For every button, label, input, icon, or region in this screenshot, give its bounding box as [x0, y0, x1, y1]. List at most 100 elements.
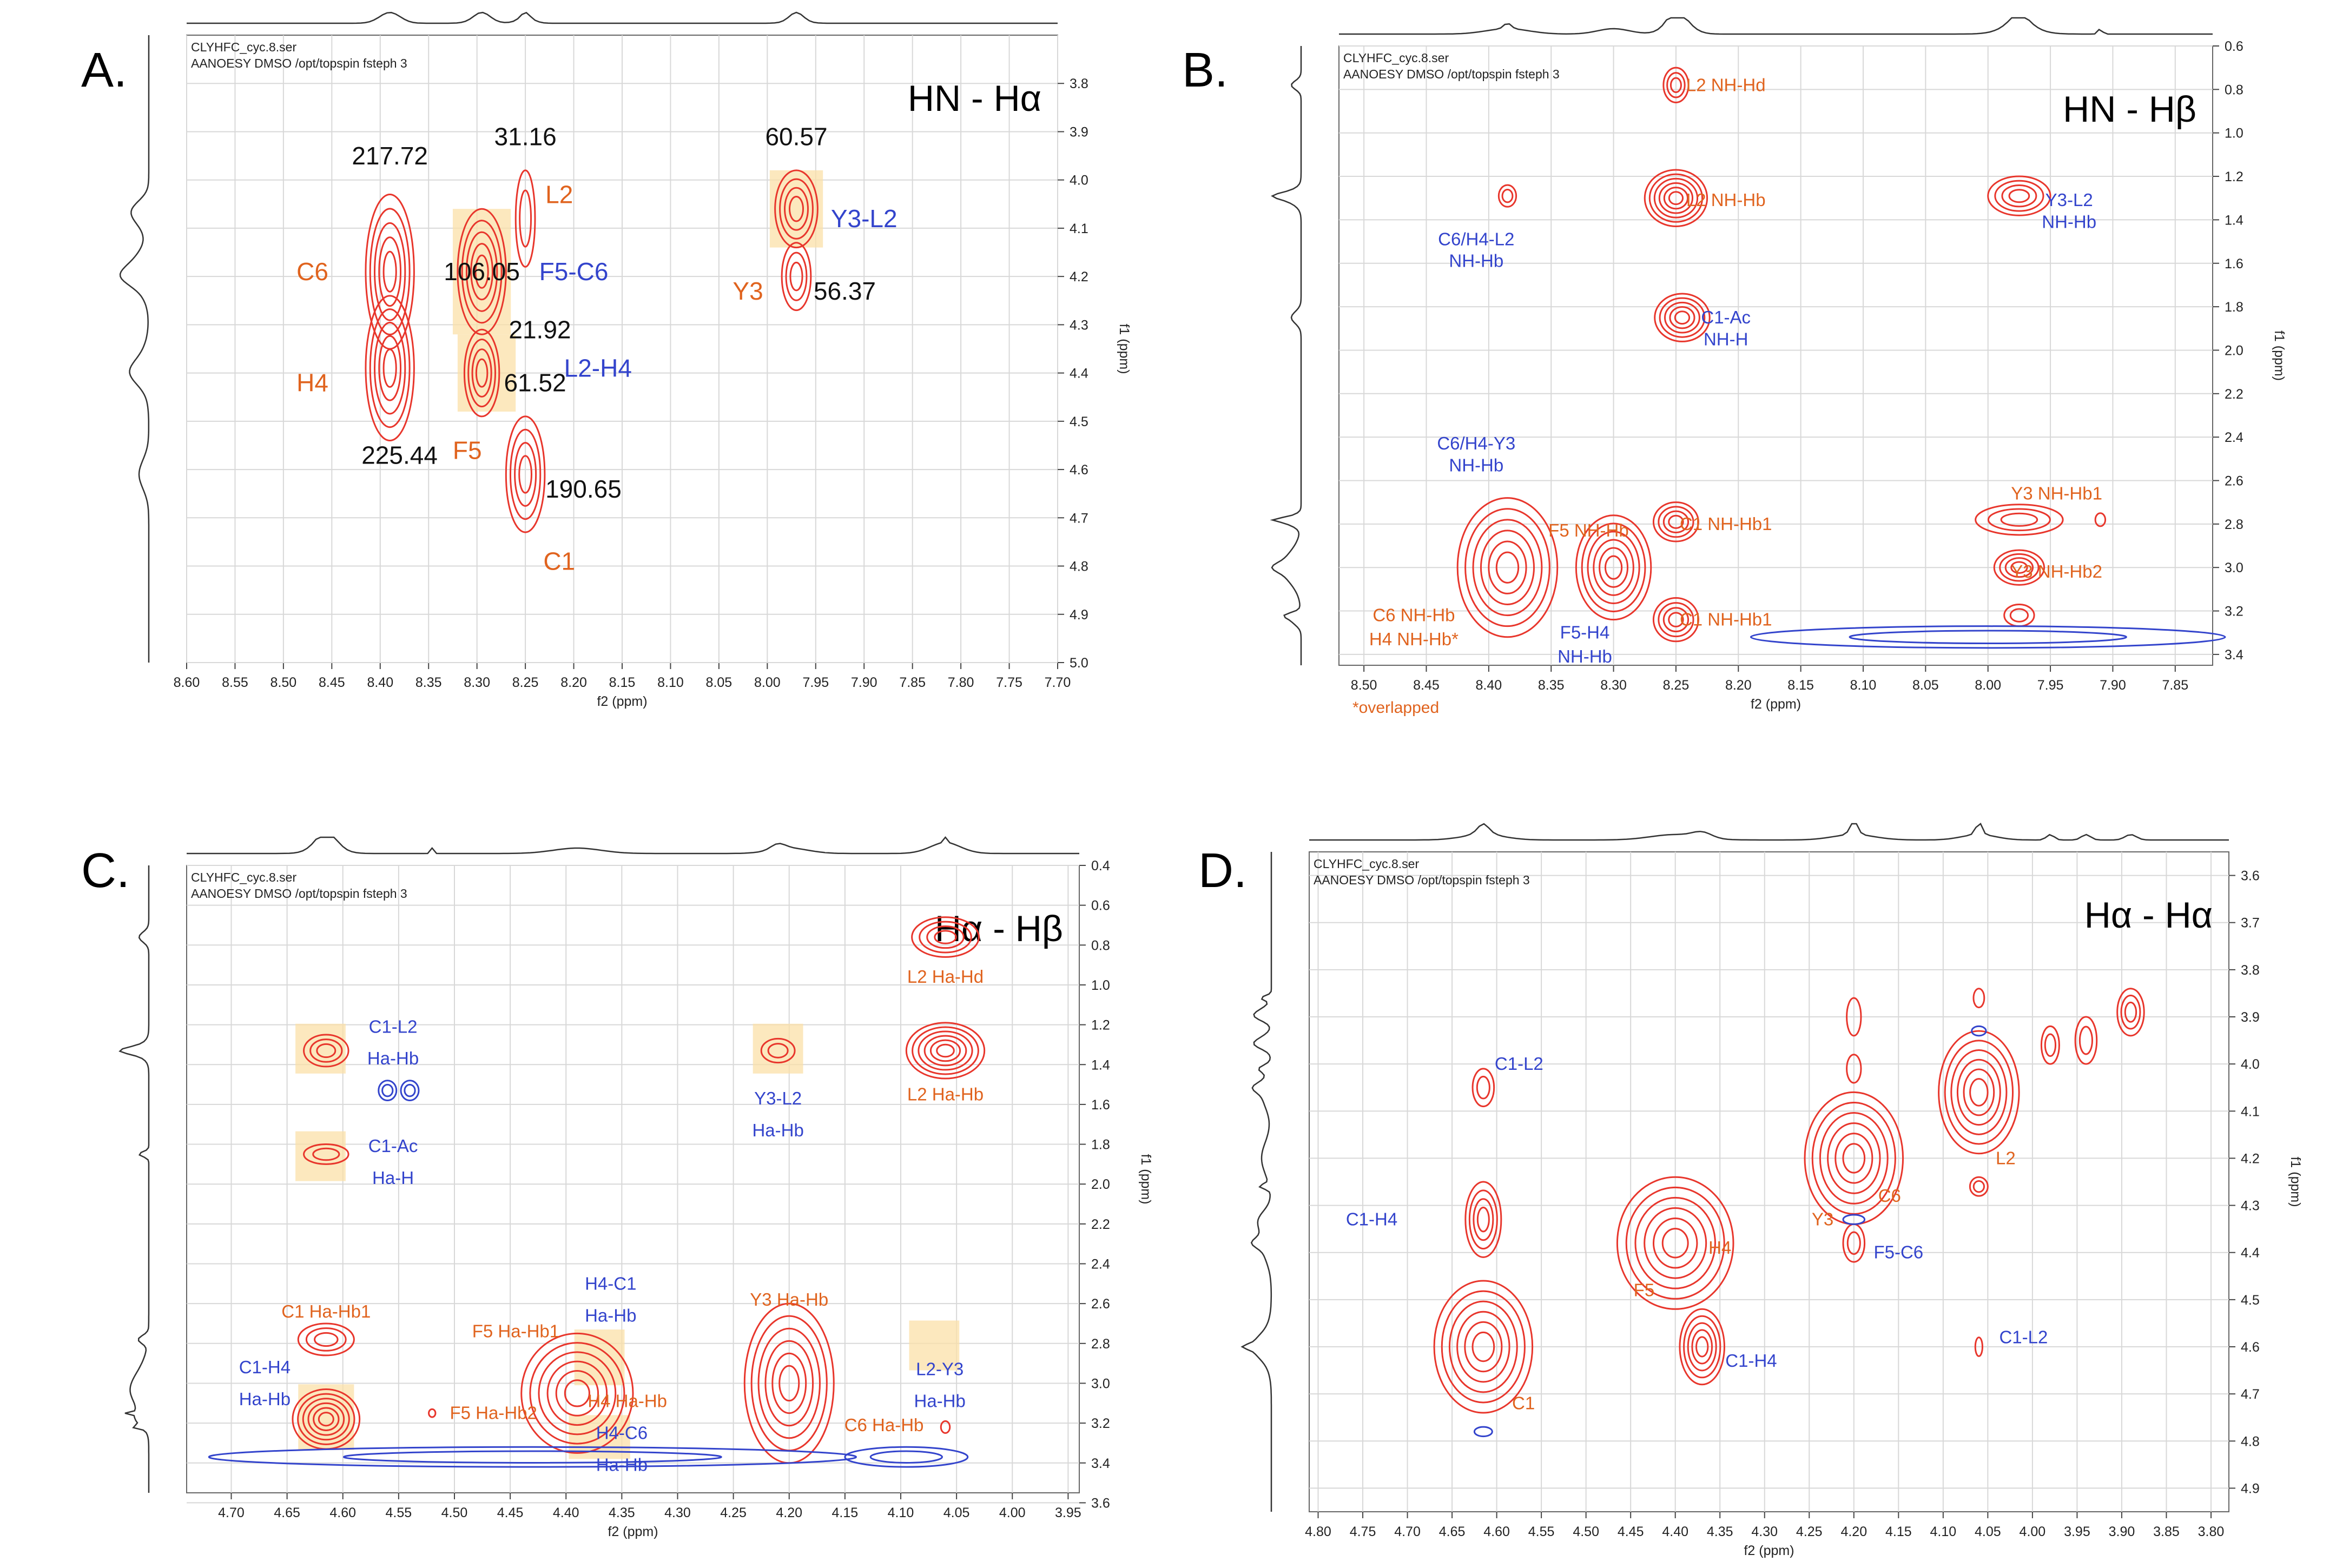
- y-tick-label: 3.4: [2225, 647, 2243, 663]
- contour-level: [374, 321, 406, 415]
- y-tick-label: 4.0: [2241, 1057, 2260, 1072]
- contour-peak: [297, 1322, 355, 1357]
- y-tick-label: 2.6: [2225, 474, 2243, 489]
- contour-level: [1994, 180, 2044, 212]
- x-tick-label: 4.20: [776, 1505, 802, 1520]
- contour-peak: [1644, 169, 1708, 227]
- y-tick-label: 4.1: [2241, 1104, 2260, 1119]
- y-tick-label: 1.8: [2225, 300, 2243, 315]
- x-tick-label: 4.05: [943, 1505, 970, 1520]
- contour-level: [2000, 512, 2038, 527]
- header-filename: CLYHFC_cyc.8.ser: [191, 870, 296, 884]
- contour-level: [1476, 1207, 1490, 1233]
- y-axis-label: f1 (ppm): [2288, 1156, 2303, 1207]
- contour-level: [1658, 506, 1694, 538]
- x-tick-label: 8.25: [1663, 678, 1690, 693]
- peak-label: F5-C6: [1873, 1242, 1923, 1262]
- y-tick-label: 0.8: [1091, 938, 1110, 953]
- contour-level: [381, 1083, 394, 1097]
- contour-peak: [1975, 504, 2064, 536]
- contour-level: [555, 1369, 599, 1417]
- contour-level: [1468, 1189, 1498, 1250]
- y-tick-label: 3.2: [2225, 604, 2243, 619]
- peak-label: H4-C1: [585, 1273, 636, 1293]
- peak-label: Y3 Ha-Hb: [750, 1289, 828, 1309]
- contour-level: [1950, 1049, 2008, 1135]
- peak-label: C6: [1878, 1186, 1901, 1206]
- contour-level: [1975, 504, 2064, 536]
- contour-peak: [514, 169, 536, 268]
- contour-level: [1471, 1068, 1495, 1108]
- peak-label: F5: [453, 436, 482, 464]
- contour-level: [779, 178, 814, 240]
- x-tick-label: 7.90: [851, 675, 877, 690]
- header-filename: CLYHFC_cyc.8.ser: [1343, 51, 1449, 65]
- contour-level: [767, 1043, 789, 1058]
- contour-level: [929, 1039, 961, 1062]
- x-axis-label: f2 (ppm): [597, 694, 647, 709]
- x-tick-label: 7.75: [996, 675, 1022, 690]
- y-axis-label: f1 (ppm): [1138, 1154, 1153, 1204]
- peak-label: C1: [543, 547, 575, 575]
- peak-label: 190.65: [545, 475, 622, 503]
- x-tick-label: 7.85: [2162, 678, 2188, 693]
- contour-level: [1662, 67, 1690, 103]
- peak-label: H4: [1708, 1238, 1731, 1258]
- contour-peak: [1969, 1176, 1989, 1197]
- contour-peak: [303, 1034, 349, 1068]
- peak-label: C1: [1512, 1393, 1535, 1413]
- peak-label: L2 Ha-Hb: [907, 1084, 984, 1104]
- peak-label: C1-H4: [1346, 1209, 1397, 1229]
- contour-level: [2074, 1016, 2098, 1065]
- y-tick-label: 2.8: [1091, 1337, 1110, 1352]
- contour-level: [382, 348, 397, 388]
- panel-c: C. 4.70 4.65 4.60 4.55 4.50 4.45 4.40 4.35 4.30 4.…: [81, 836, 1153, 1539]
- contour-level: [1634, 1196, 1716, 1289]
- x-tick-label: 7.95: [802, 675, 829, 690]
- contour-level: [1652, 597, 1699, 643]
- peak-label: 56.37: [814, 277, 876, 305]
- contour-level: [1750, 625, 2226, 649]
- contour-level: [1456, 497, 1559, 638]
- contour-level: [369, 308, 411, 428]
- y-tick-label: 4.9: [1070, 607, 1088, 623]
- contour-level: [538, 1351, 617, 1435]
- footnote: *overlapped: [1352, 699, 1439, 717]
- contour-level: [764, 1340, 814, 1427]
- peak-label: F5 Ha-Hb2: [450, 1403, 537, 1423]
- left-projection: [119, 35, 150, 663]
- contour-level: [1661, 1228, 1689, 1259]
- y-tick-label: 4.3: [1070, 317, 1088, 333]
- x-tick-label: 4.05: [1975, 1524, 2001, 1539]
- contour-level: [1659, 297, 1706, 338]
- x-tick-label: 4.75: [1350, 1524, 1376, 1539]
- contour-level: [912, 1026, 979, 1075]
- x-tick-label: 8.10: [1850, 678, 1877, 693]
- negative-peak: [208, 1446, 857, 1468]
- contour-peak: [743, 1302, 835, 1464]
- peak-label: 61.52: [504, 368, 566, 396]
- contour-peak: [1974, 1337, 1983, 1357]
- contour-level: [365, 295, 415, 442]
- y-tick-label: 3.6: [1091, 1496, 1110, 1511]
- x-tick-label: 4.15: [1885, 1524, 1912, 1539]
- contour-level: [1476, 1075, 1490, 1100]
- y-tick-label: 4.4: [1070, 366, 1088, 381]
- contour-level: [1464, 508, 1550, 627]
- contour-level: [1464, 1181, 1502, 1258]
- contour-level: [1653, 177, 1699, 219]
- contour-peak: [1497, 184, 1517, 208]
- y-tick-label: 0.6: [2225, 39, 2243, 54]
- contour-level: [302, 1398, 350, 1441]
- y-tick-label: 1.4: [1091, 1057, 1110, 1073]
- panel-label: D.: [1198, 844, 1247, 898]
- peak-label: F5-H4: [1560, 623, 1610, 643]
- panel-a: A. 8.60 8.55 8.50 8.45 8.40 8.35 8.30 8.25 8.20 8.…: [81, 11, 1132, 709]
- peak-label: 31.16: [494, 122, 557, 150]
- contour-level: [369, 208, 411, 336]
- x-tick-label: 7.95: [2037, 678, 2064, 693]
- contour-level: [1849, 630, 2127, 644]
- x-tick-label: 8.40: [367, 675, 393, 690]
- contour-level: [1644, 169, 1708, 227]
- peak-label: C6 Ha-Hb: [844, 1415, 924, 1435]
